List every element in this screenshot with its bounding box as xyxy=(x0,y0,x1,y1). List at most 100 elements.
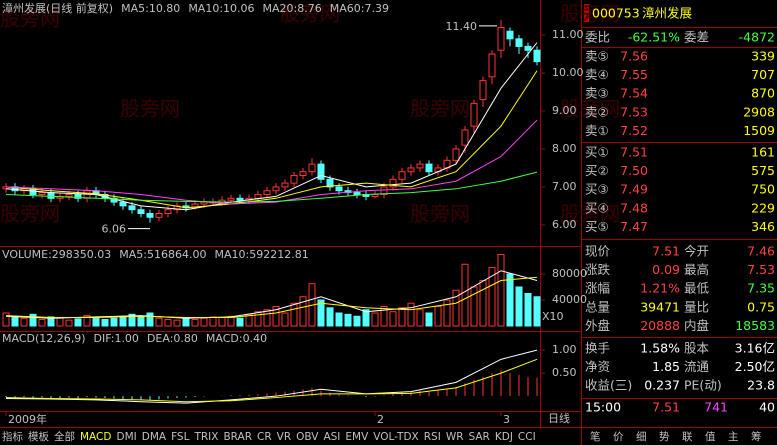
panel-tab[interactable]: 联 xyxy=(682,431,693,443)
indicator-tab[interactable]: OBV xyxy=(296,431,319,443)
volume-bar xyxy=(29,313,37,327)
volume-bar xyxy=(425,312,433,327)
volume-bar xyxy=(56,317,64,327)
volume-bar xyxy=(497,254,505,327)
quote-text: 卖④ xyxy=(585,67,609,82)
indicator-tab[interactable]: KDJ xyxy=(495,431,513,443)
candle-body xyxy=(236,197,244,201)
candle-body xyxy=(263,190,271,196)
panel-tab[interactable]: 势 xyxy=(659,430,670,443)
indicator-tab[interactable]: BRAR xyxy=(223,431,252,443)
volume-bar xyxy=(443,299,451,327)
volume-bar xyxy=(524,293,532,327)
y-tick-label: 1.00 xyxy=(552,343,577,356)
quote-text: 1.85 xyxy=(652,359,680,374)
watermark: 股旁网 xyxy=(0,202,60,226)
indicator-tab[interactable]: VOL-TDX xyxy=(373,431,418,443)
quote-text: 卖② xyxy=(585,104,609,119)
legend-label: MA60:7.39 xyxy=(330,2,389,15)
candle-body xyxy=(317,163,325,180)
volume-bar xyxy=(11,315,19,327)
candle-body xyxy=(497,26,505,51)
legend-label: VOLUME:298350.03 xyxy=(2,248,111,261)
candle-body xyxy=(137,209,145,214)
volume-bar xyxy=(92,317,100,327)
quote-text: 卖① xyxy=(585,123,609,138)
candle-body xyxy=(353,192,361,196)
volume-bar xyxy=(110,317,118,327)
indicator-tab[interactable]: 全部 xyxy=(54,430,75,443)
volume-bar xyxy=(281,312,289,327)
quote-text: 7.53 xyxy=(747,262,775,277)
panel-tab[interactable]: 细 xyxy=(636,430,647,443)
quote-text: 870 xyxy=(751,86,775,101)
legend-label: 漳州发展(日线 前复权) xyxy=(2,1,113,15)
candle-body xyxy=(326,178,334,188)
panel-tab[interactable]: 值 xyxy=(705,430,716,443)
y-tick-label: 7.00 xyxy=(552,180,577,193)
panel-tab[interactable]: 价 xyxy=(613,431,624,443)
volume-bar xyxy=(380,306,388,327)
watermark: 股旁网 xyxy=(560,97,620,121)
quote-text: 7.52 xyxy=(620,123,648,138)
indicator-tab[interactable]: DMA xyxy=(142,431,167,443)
indicator-tab[interactable]: EMV xyxy=(345,431,369,443)
panel-tab[interactable]: 笔 xyxy=(590,430,601,443)
volume-bar xyxy=(461,263,469,327)
volume-bar xyxy=(317,299,325,327)
ma-line xyxy=(5,70,538,209)
indicator-tab[interactable]: WR xyxy=(446,431,464,443)
candle-body xyxy=(452,148,460,161)
volume-bar xyxy=(83,315,91,327)
quote-text: 39471 xyxy=(640,299,680,314)
candle-body xyxy=(371,194,379,197)
candle-body xyxy=(479,80,487,101)
legend-label: DIF:1.00 xyxy=(94,332,139,345)
indicator-tab[interactable]: 模板 xyxy=(28,430,49,443)
quote-text: 7.55 xyxy=(620,67,648,82)
indicator-tab[interactable]: TRIX xyxy=(193,431,218,443)
indicator-tab[interactable]: ASI xyxy=(323,431,340,443)
quote-text: 7.50 xyxy=(620,163,648,178)
indicator-tab[interactable]: SAR xyxy=(469,431,490,443)
indicator-tab[interactable]: DMI xyxy=(116,431,136,443)
indicator-tab[interactable]: FSL xyxy=(171,431,190,443)
quote-text: 1.58% xyxy=(640,341,680,356)
volume-bar xyxy=(101,319,109,327)
candle-body xyxy=(74,194,82,199)
quote-text: 2.50亿 xyxy=(735,359,775,374)
indicator-tab[interactable]: RSI xyxy=(424,431,441,443)
indicator-tab[interactable]: CCI xyxy=(518,431,536,443)
period-label: 日线 xyxy=(548,411,570,425)
quote-text: 买② xyxy=(585,163,609,178)
candle-body xyxy=(47,192,55,199)
candle-body xyxy=(524,45,532,51)
candle-body xyxy=(389,178,397,188)
candle-body xyxy=(119,201,127,207)
panel-tab[interactable]: 主 xyxy=(728,431,739,443)
volume-bar xyxy=(335,312,343,327)
panel-tab[interactable]: 筹 xyxy=(751,430,762,443)
indicator-tab[interactable]: 指标 xyxy=(2,430,23,443)
y-tick-label: 0.50 xyxy=(552,366,577,379)
quote-text: 23.8 xyxy=(747,378,775,393)
indicator-tab[interactable]: MACD xyxy=(80,431,111,443)
indicator-tab[interactable]: VR xyxy=(277,431,291,443)
volume-bar xyxy=(416,309,424,327)
volume-bar xyxy=(452,289,460,327)
ma-line xyxy=(5,349,538,404)
candle-body xyxy=(533,49,541,63)
indicator-tab[interactable]: CR xyxy=(257,431,272,443)
volume-bar xyxy=(20,317,28,327)
quote-text: 买④ xyxy=(585,200,609,215)
volume-bar xyxy=(218,317,226,327)
volume-bar xyxy=(65,319,73,327)
quote-text: 7.54 xyxy=(620,86,648,101)
candle-body xyxy=(425,163,433,173)
candle-body xyxy=(227,197,235,201)
volume-bar xyxy=(398,307,406,327)
quote-text: 量比 xyxy=(684,299,709,314)
quote-text: 1.21% xyxy=(640,281,680,296)
candle-body xyxy=(488,53,496,78)
